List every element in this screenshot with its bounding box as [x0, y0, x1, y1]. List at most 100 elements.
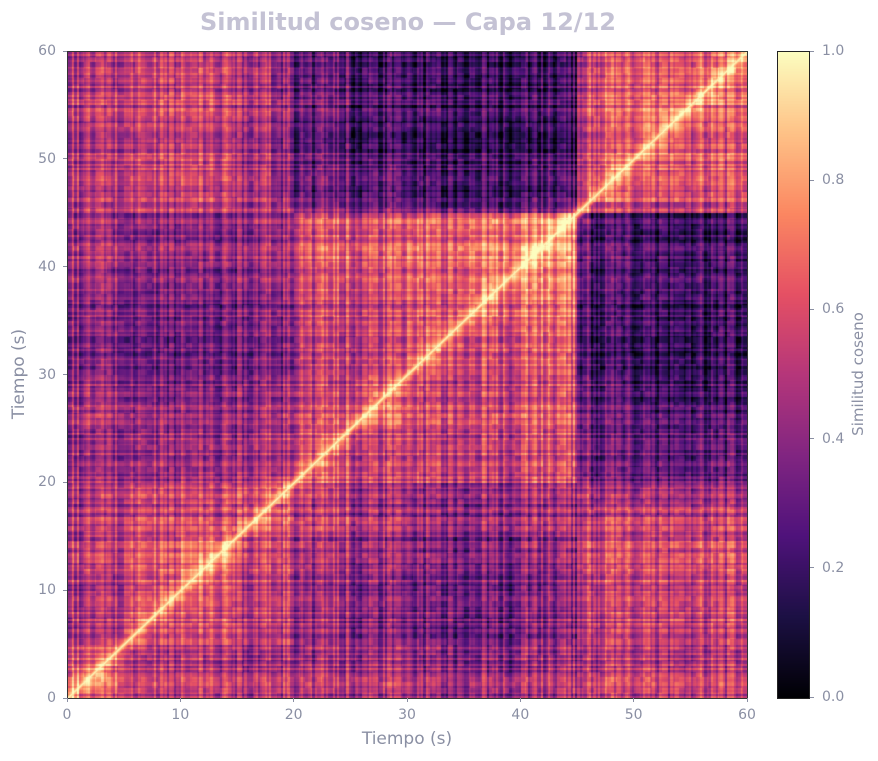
heatmap-cell: [577, 482, 634, 536]
heatmap-cell: [520, 428, 577, 482]
heatmap-cell: [180, 159, 237, 213]
heatmap-cell: [294, 105, 351, 159]
y-tick-mark: [63, 697, 67, 699]
chart-title: Similitud coseno — Capa 12/12: [200, 8, 616, 36]
heatmap-cell: [180, 51, 237, 105]
heatmap-cell: [67, 321, 124, 375]
heatmap-cell: [237, 482, 294, 536]
heatmap-cell: [237, 428, 294, 482]
y-tick-label: 60: [38, 43, 56, 59]
heatmap-cell: [294, 590, 351, 644]
x-axis-label: Tiempo (s): [361, 729, 453, 749]
heatmap-cell: [294, 321, 351, 375]
colorbar-tick-mark: [810, 438, 814, 440]
heatmap-cell: [237, 213, 294, 267]
colorbar-tick-label: 0.2: [822, 559, 845, 576]
heatmap-cell: [690, 105, 747, 159]
heatmap-cell: [67, 105, 124, 159]
heatmap-cell: [180, 105, 237, 159]
heatmap-cell: [237, 644, 294, 698]
heatmap-cell: [634, 590, 691, 644]
y-tick-label: 0: [47, 690, 56, 706]
heatmap-cell: [634, 375, 691, 429]
heatmap-cell: [520, 51, 577, 105]
heatmap-cell: [67, 536, 124, 590]
heatmap-cell: [67, 590, 124, 644]
heatmap-cell: [520, 321, 577, 375]
heatmap-cell: [294, 213, 351, 267]
colorbar-tick-label: 0.6: [822, 301, 845, 318]
heatmap-cell: [464, 428, 521, 482]
x-tick-mark: [66, 698, 68, 702]
x-tick-mark: [519, 698, 521, 702]
heatmap-cell: [464, 213, 521, 267]
heatmap-cell: [407, 159, 464, 213]
heatmap-cell: [520, 105, 577, 159]
heatmap-cell: [237, 105, 294, 159]
heatmap-cell: [407, 375, 464, 429]
x-tick-label: 40: [511, 707, 530, 723]
heatmap-cell: [634, 536, 691, 590]
heatmap-cell: [294, 482, 351, 536]
heatmap-cell: [350, 159, 407, 213]
heatmap-cell: [690, 590, 747, 644]
heatmap-cell: [180, 644, 237, 698]
heatmap-cells: [67, 51, 747, 698]
heatmap-cell: [464, 644, 521, 698]
heatmap-cell: [350, 536, 407, 590]
heatmap-cell: [520, 375, 577, 429]
heatmap-cell: [690, 321, 747, 375]
heatmap-cell: [350, 105, 407, 159]
heatmap-cell: [124, 375, 181, 429]
heatmap-cell: [634, 159, 691, 213]
heatmap-cell: [407, 321, 464, 375]
heatmap-cell: [520, 536, 577, 590]
heatmap-cell: [577, 321, 634, 375]
y-tick-mark: [63, 50, 67, 52]
heatmap-cell: [294, 159, 351, 213]
heatmap-cell: [407, 428, 464, 482]
x-tick-mark: [633, 698, 635, 702]
heatmap-cell: [464, 375, 521, 429]
heatmap-cell: [294, 375, 351, 429]
heatmap-cell: [67, 51, 124, 105]
heatmap-cell: [634, 51, 691, 105]
heatmap-cell: [294, 51, 351, 105]
heatmap-cell: [464, 536, 521, 590]
y-tick-label: 30: [38, 366, 56, 383]
heatmap-cell: [67, 375, 124, 429]
heatmap-cell: [180, 590, 237, 644]
heatmap-cell: [407, 482, 464, 536]
heatmap-cell: [350, 590, 407, 644]
heatmap-cell: [464, 590, 521, 644]
heatmap-cell: [124, 482, 181, 536]
y-tick-mark: [63, 374, 67, 375]
y-tick-mark: [63, 266, 67, 268]
heatmap-image: [67, 51, 747, 698]
heatmap-cell: [520, 644, 577, 698]
heatmap-cell: [350, 644, 407, 698]
heatmap-cell: [237, 375, 294, 429]
heatmap-cell: [124, 51, 181, 105]
heatmap-cell: [180, 375, 237, 429]
heatmap-cell: [464, 267, 521, 321]
x-tick-label: 30: [398, 707, 416, 723]
heatmap-cell: [350, 321, 407, 375]
y-tick-label: 40: [38, 258, 56, 275]
heatmap-cell: [520, 590, 577, 644]
y-tick-mark: [63, 158, 67, 160]
colorbar-tick-mark: [810, 50, 814, 52]
heatmap-cell: [67, 213, 124, 267]
heatmap-cell: [464, 159, 521, 213]
y-tick-label: 50: [38, 150, 56, 167]
heatmap-cell: [124, 590, 181, 644]
colorbar-label: Similitud coseno: [849, 312, 867, 436]
heatmap-cell: [237, 590, 294, 644]
heatmap-cell: [690, 213, 747, 267]
colorbar: [777, 51, 810, 699]
colorbar-tick-mark: [810, 179, 814, 181]
heatmap-cell: [237, 321, 294, 375]
heatmap-cell: [464, 482, 521, 536]
heatmap-cell: [690, 428, 747, 482]
heatmap-cell: [124, 428, 181, 482]
